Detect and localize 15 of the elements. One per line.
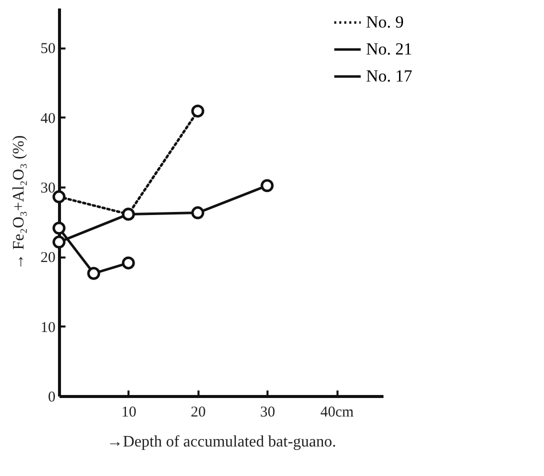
y-tick-label: 40 — [40, 110, 56, 127]
y-axis-title: → Fe₂O₃+Al₂O₃ (%) — [10, 135, 28, 270]
legend-label: No. 17 — [366, 66, 413, 86]
y-tick-label: 20 — [40, 250, 56, 266]
y-tick-label: 10 — [40, 320, 56, 336]
x-tick-label: 30 — [260, 404, 276, 420]
x-tick-label: 20 — [190, 404, 206, 420]
legend-label: No. 21 — [366, 40, 412, 58]
x-axis-title: →Depth of accumulated bat-guano. — [106, 434, 336, 450]
y-tick-label: 30 — [40, 180, 56, 197]
legend-label: No. 9 — [366, 12, 404, 32]
x-tick-label: 10 — [121, 404, 136, 420]
x-tick-label: 40cm — [320, 404, 354, 420]
y-tick-label: 50 — [40, 41, 56, 58]
y-tick-label: 0 — [48, 390, 56, 406]
